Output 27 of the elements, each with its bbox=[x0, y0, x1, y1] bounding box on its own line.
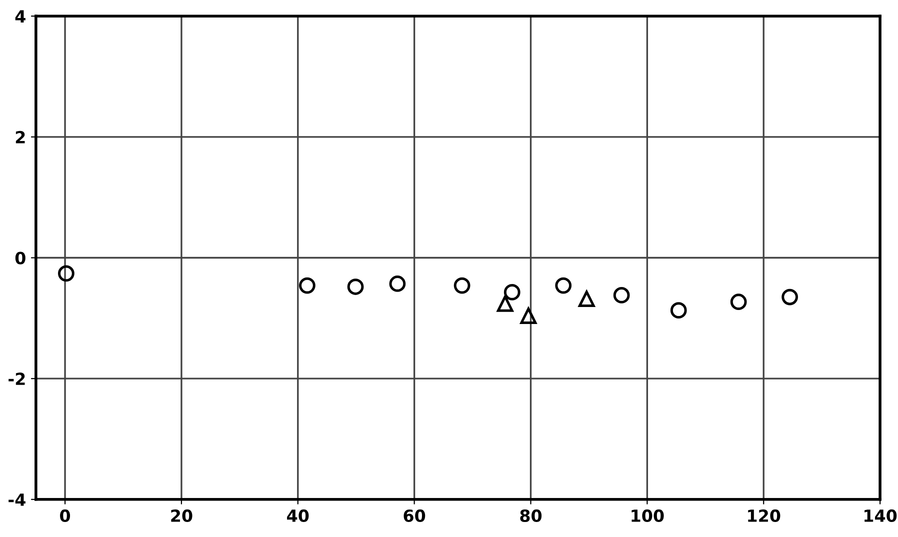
point bbox=[782, 288, 798, 306]
point bbox=[555, 277, 572, 294]
point bbox=[613, 287, 630, 304]
point bbox=[389, 276, 406, 292]
x-tick-label: 80 bbox=[520, 509, 542, 522]
x-tick-label: 20 bbox=[171, 509, 192, 522]
x-tick-label: 140 bbox=[864, 509, 897, 522]
point bbox=[730, 294, 747, 310]
point bbox=[670, 302, 687, 319]
point bbox=[578, 290, 595, 308]
point bbox=[58, 265, 74, 282]
y-tick-label: -4 bbox=[8, 494, 26, 506]
x-tick-label: 120 bbox=[748, 509, 780, 522]
y-tick-label: -2 bbox=[8, 372, 25, 385]
point bbox=[504, 284, 520, 300]
y-tick-label: 0 bbox=[15, 252, 26, 264]
x-tick-label: 60 bbox=[404, 509, 426, 522]
point bbox=[299, 277, 316, 294]
point bbox=[454, 277, 470, 294]
x-tick-label: 40 bbox=[287, 509, 309, 522]
x-tick-label: 0 bbox=[60, 509, 70, 522]
x-tick-label: 100 bbox=[632, 509, 664, 522]
point bbox=[520, 308, 537, 324]
y-tick-label: 2 bbox=[16, 130, 25, 144]
y-tick-label: 4 bbox=[15, 10, 26, 22]
point bbox=[347, 278, 364, 295]
point bbox=[496, 295, 514, 312]
